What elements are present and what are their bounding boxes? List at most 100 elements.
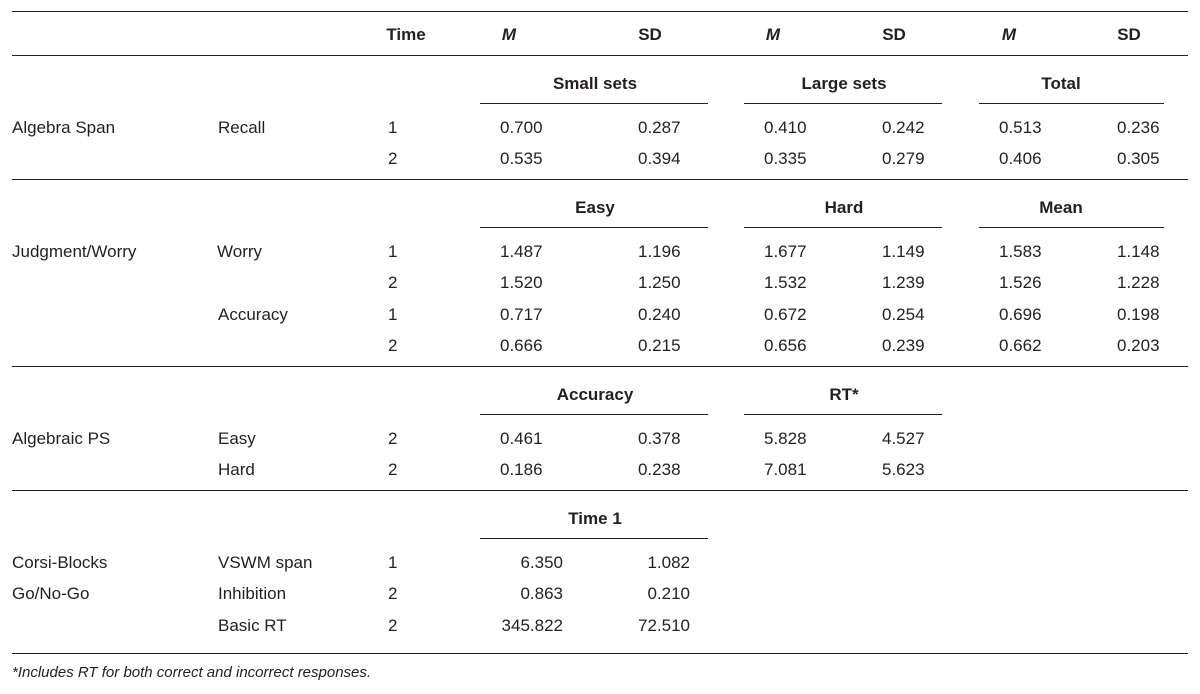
measure-label: VSWM span (218, 553, 313, 572)
group-header: Small sets (552, 74, 638, 93)
group-header: Time 1 (568, 509, 622, 528)
value-cell: 0.287 (638, 118, 681, 137)
value-cell: 0.406 (999, 149, 1042, 168)
value-cell: 0.672 (764, 305, 807, 324)
value-cell: 0.666 (500, 336, 543, 355)
group-header: Hard (824, 198, 864, 217)
value-cell: 1.520 (500, 273, 543, 292)
col-header-m: M (501, 25, 517, 44)
value-cell: 0.203 (1117, 336, 1160, 355)
value-cell: 0.410 (764, 118, 807, 137)
value-cell: 1.149 (882, 242, 925, 261)
value-cell: 1.487 (500, 242, 543, 261)
value-cell: 0.186 (500, 460, 543, 479)
col-header-m: M (765, 25, 781, 44)
time-cell: 1 (388, 118, 398, 137)
section-rule (12, 490, 1188, 491)
value-cell: 0.662 (999, 336, 1042, 355)
value-cell: 0.240 (638, 305, 681, 324)
value-cell: 345.822 (501, 616, 563, 635)
value-cell: 0.242 (882, 118, 925, 137)
value-cell: 1.228 (1117, 273, 1160, 292)
time-cell: 2 (388, 273, 398, 292)
value-cell: 0.238 (638, 460, 681, 479)
value-cell: 1.532 (764, 273, 807, 292)
value-cell: 0.696 (999, 305, 1042, 324)
col-header-m: M (1001, 25, 1017, 44)
col-header-sd: SD (1117, 25, 1141, 44)
value-cell: 0.656 (764, 336, 807, 355)
value-cell: 4.527 (882, 429, 925, 448)
group-underline (480, 103, 708, 104)
value-cell: 0.378 (638, 429, 681, 448)
task-label: Judgment/Worry (12, 242, 137, 261)
top-rule (12, 11, 1188, 12)
time-cell: 2 (388, 584, 398, 603)
value-cell: 1.148 (1117, 242, 1160, 261)
value-cell: 0.239 (882, 336, 925, 355)
value-cell: 1.250 (638, 273, 681, 292)
value-cell: 0.198 (1117, 305, 1160, 324)
value-cell: 0.279 (882, 149, 925, 168)
section-rule (12, 366, 1188, 367)
group-underline (480, 414, 708, 415)
task-label: Corsi-Blocks (12, 553, 108, 572)
value-cell: 0.717 (500, 305, 543, 324)
value-cell: 0.513 (999, 118, 1042, 137)
time-cell: 2 (388, 616, 398, 635)
value-cell: 1.526 (999, 273, 1042, 292)
value-cell: 0.461 (500, 429, 543, 448)
group-header: Accuracy (556, 385, 634, 404)
section-rule (12, 179, 1188, 180)
group-header: Easy (575, 198, 615, 217)
group-underline (744, 414, 942, 415)
time-cell: 2 (388, 460, 398, 479)
bottom-rule (12, 653, 1188, 654)
group-underline (979, 227, 1164, 228)
value-cell: 5.623 (882, 460, 925, 479)
group-underline (979, 103, 1164, 104)
measure-label: Recall (218, 118, 266, 137)
time-cell: 2 (388, 149, 398, 168)
group-underline (480, 538, 708, 539)
group-header: Large sets (801, 74, 887, 93)
measure-label: Inhibition (218, 584, 287, 603)
group-header: RT* (829, 385, 859, 404)
group-header: Total (1041, 74, 1081, 93)
col-header-sd: SD (882, 25, 906, 44)
time-cell: 1 (388, 553, 398, 572)
group-underline (744, 227, 942, 228)
value-cell: 1.196 (638, 242, 681, 261)
time-cell: 1 (388, 305, 398, 324)
time-cell: 2 (388, 429, 398, 448)
time-cell: 1 (388, 242, 398, 261)
value-cell: 0.535 (500, 149, 543, 168)
table-footnote: *Includes RT for both correct and incorr… (12, 664, 372, 681)
measure-label: Easy (218, 429, 256, 448)
value-cell: 0.210 (647, 584, 690, 603)
time-cell: 2 (388, 336, 398, 355)
group-underline (744, 103, 942, 104)
measure-label: Hard (218, 460, 255, 479)
value-cell: 1.082 (647, 553, 690, 572)
value-cell: 0.215 (638, 336, 681, 355)
value-cell: 0.335 (764, 149, 807, 168)
task-label: Algebraic PS (12, 429, 111, 448)
task-label: Algebra Span (12, 118, 116, 137)
value-cell: 0.863 (520, 584, 563, 603)
measure-label: Worry (217, 242, 263, 261)
measure-label: Basic RT (218, 616, 287, 635)
value-cell: 0.394 (638, 149, 681, 168)
value-cell: 0.305 (1117, 149, 1160, 168)
col-header-sd: SD (638, 25, 662, 44)
task-label: Go/No-Go (12, 584, 90, 603)
measure-label: Accuracy (218, 305, 288, 324)
value-cell: 0.254 (882, 305, 925, 324)
value-cell: 7.081 (764, 460, 807, 479)
value-cell: 1.677 (764, 242, 807, 261)
value-cell: 1.239 (882, 273, 925, 292)
header-rule (12, 55, 1188, 56)
value-cell: 72.510 (638, 616, 690, 635)
value-cell: 0.700 (500, 118, 543, 137)
value-cell: 1.583 (999, 242, 1042, 261)
